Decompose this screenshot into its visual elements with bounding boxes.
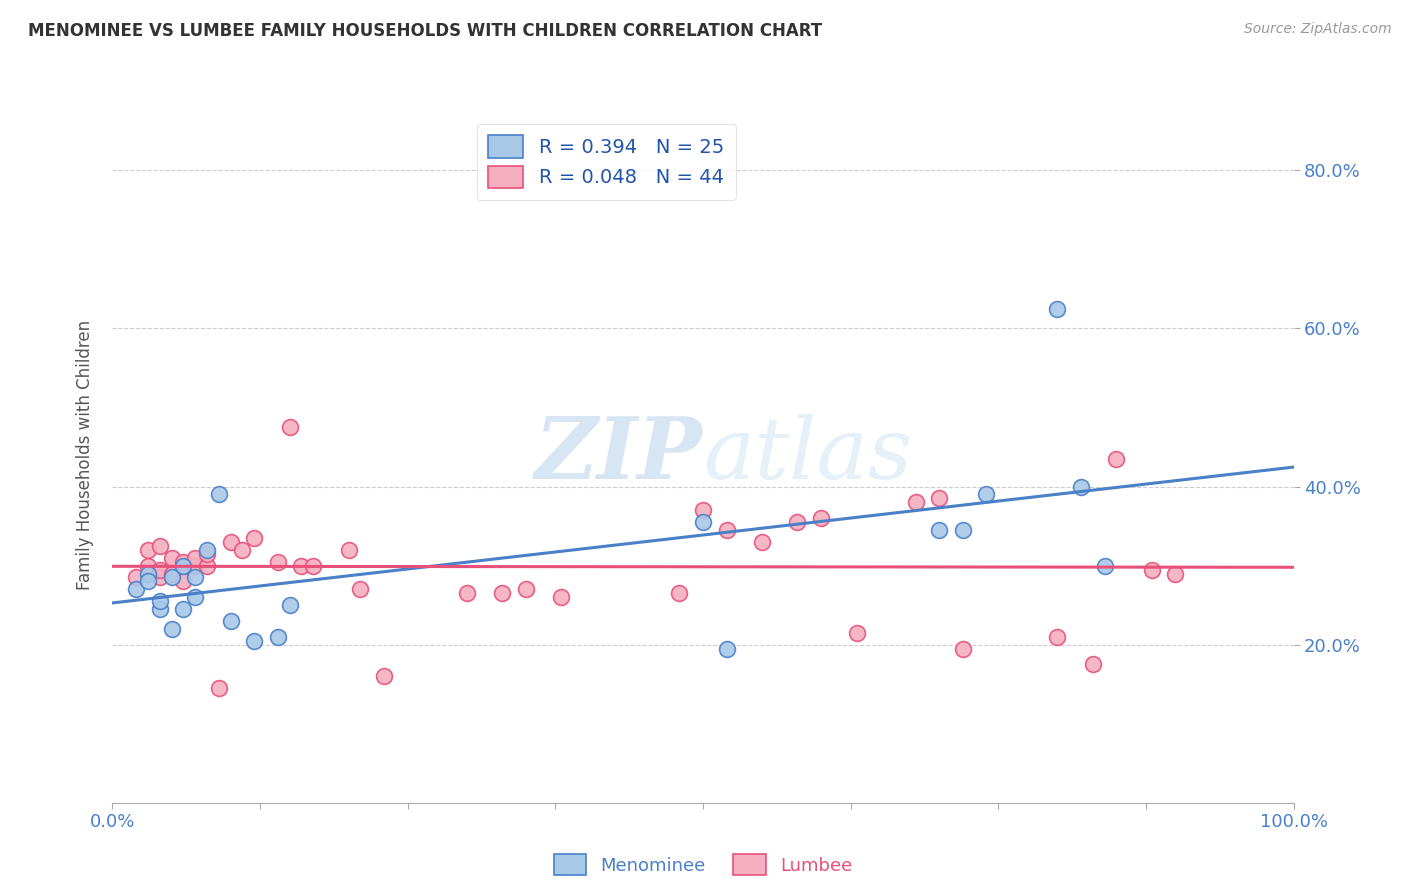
Point: [845, 625, 868, 640]
Point: [349, 582, 371, 597]
Point: [243, 531, 266, 545]
Point: [125, 582, 148, 597]
Point: [692, 515, 714, 529]
Point: [904, 495, 927, 509]
Point: [195, 558, 218, 573]
Point: [184, 558, 207, 573]
Point: [172, 558, 194, 573]
Point: [149, 594, 172, 608]
Point: [172, 602, 194, 616]
Text: MENOMINEE VS LUMBEE FAMILY HOUSEHOLDS WITH CHILDREN CORRELATION CHART: MENOMINEE VS LUMBEE FAMILY HOUSEHOLDS WI…: [28, 22, 823, 40]
Point: [243, 633, 266, 648]
Point: [1081, 657, 1104, 672]
Point: [976, 487, 998, 501]
Legend: Menominee, Lumbee: Menominee, Lumbee: [544, 846, 862, 884]
Point: [172, 574, 194, 589]
Point: [136, 558, 159, 573]
Point: [1140, 563, 1163, 577]
Point: [160, 570, 183, 584]
Point: [136, 574, 159, 589]
Point: [160, 566, 183, 581]
Point: [952, 641, 974, 656]
Point: [160, 622, 183, 636]
Point: [149, 539, 172, 553]
Point: [1046, 630, 1069, 644]
Point: [219, 534, 242, 549]
Point: [716, 641, 738, 656]
Point: [184, 591, 207, 605]
Point: [136, 542, 159, 557]
Point: [373, 669, 395, 683]
Text: Source: ZipAtlas.com: Source: ZipAtlas.com: [1244, 22, 1392, 37]
Point: [231, 542, 253, 557]
Point: [195, 547, 218, 561]
Point: [149, 570, 172, 584]
Text: ZIP: ZIP: [536, 413, 703, 497]
Point: [302, 558, 325, 573]
Point: [810, 511, 832, 525]
Point: [290, 558, 312, 573]
Point: [267, 555, 290, 569]
Point: [1070, 479, 1092, 493]
Point: [184, 570, 207, 584]
Point: [278, 598, 301, 612]
Point: [125, 570, 148, 584]
Point: [952, 523, 974, 537]
Point: [515, 582, 537, 597]
Point: [149, 602, 172, 616]
Point: [692, 503, 714, 517]
Point: [195, 542, 218, 557]
Point: [928, 523, 950, 537]
Text: atlas: atlas: [703, 414, 912, 496]
Point: [208, 681, 231, 695]
Point: [1105, 451, 1128, 466]
Point: [1046, 301, 1069, 316]
Point: [160, 550, 183, 565]
Point: [716, 523, 738, 537]
Point: [267, 630, 290, 644]
Point: [219, 614, 242, 628]
Point: [1164, 566, 1187, 581]
Point: [1094, 558, 1116, 573]
Point: [668, 586, 690, 600]
Point: [491, 586, 513, 600]
Point: [149, 563, 172, 577]
Point: [172, 555, 194, 569]
Point: [550, 591, 572, 605]
Point: [786, 515, 808, 529]
Y-axis label: Family Households with Children: Family Households with Children: [76, 320, 94, 590]
Point: [337, 542, 360, 557]
Point: [184, 550, 207, 565]
Point: [208, 487, 231, 501]
Point: [928, 491, 950, 506]
Point: [456, 586, 478, 600]
Point: [136, 566, 159, 581]
Point: [751, 534, 773, 549]
Point: [278, 420, 301, 434]
